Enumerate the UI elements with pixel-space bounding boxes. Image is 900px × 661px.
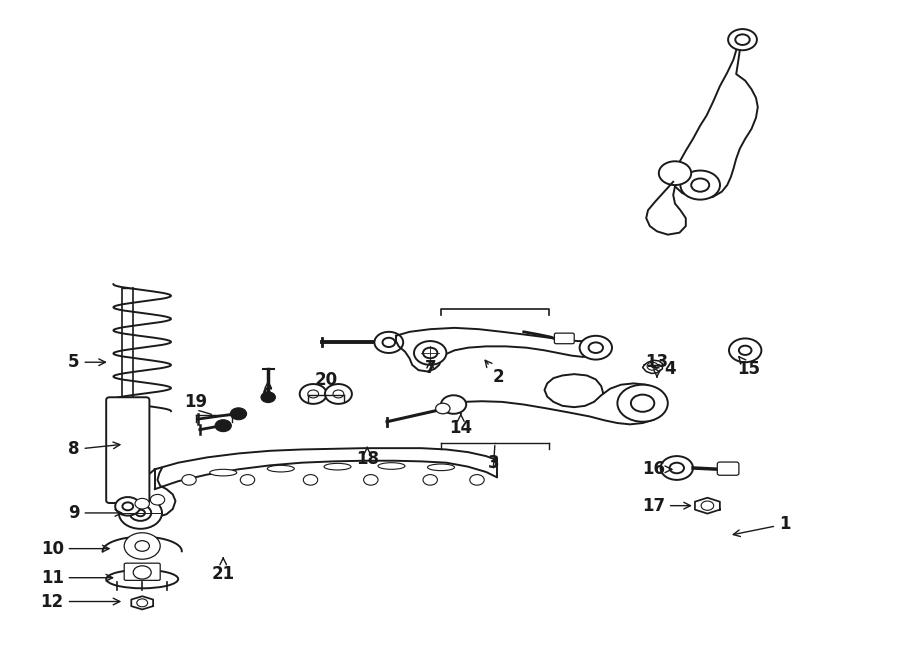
Polygon shape bbox=[443, 374, 666, 424]
Text: 18: 18 bbox=[356, 447, 379, 469]
Circle shape bbox=[423, 348, 437, 358]
Circle shape bbox=[182, 475, 196, 485]
Text: 20: 20 bbox=[314, 371, 338, 389]
Circle shape bbox=[137, 599, 148, 607]
Circle shape bbox=[670, 463, 684, 473]
Ellipse shape bbox=[378, 463, 405, 469]
Text: 19: 19 bbox=[184, 393, 208, 411]
Text: 1: 1 bbox=[734, 515, 790, 537]
FancyBboxPatch shape bbox=[717, 462, 739, 475]
Circle shape bbox=[382, 338, 395, 347]
Ellipse shape bbox=[267, 465, 294, 472]
Circle shape bbox=[728, 29, 757, 50]
Circle shape bbox=[135, 498, 149, 509]
Circle shape bbox=[729, 338, 761, 362]
Circle shape bbox=[119, 497, 162, 529]
Text: 13: 13 bbox=[645, 353, 669, 377]
Circle shape bbox=[325, 384, 352, 404]
Circle shape bbox=[691, 178, 709, 192]
Circle shape bbox=[580, 336, 612, 360]
Text: 3: 3 bbox=[488, 453, 499, 472]
Circle shape bbox=[300, 384, 327, 404]
Circle shape bbox=[659, 161, 691, 185]
Polygon shape bbox=[646, 182, 686, 235]
Text: 9: 9 bbox=[68, 504, 122, 522]
Circle shape bbox=[136, 510, 145, 516]
Text: 11: 11 bbox=[40, 568, 112, 587]
Ellipse shape bbox=[324, 463, 351, 470]
Circle shape bbox=[130, 505, 151, 521]
Circle shape bbox=[308, 390, 319, 398]
FancyBboxPatch shape bbox=[554, 333, 574, 344]
Polygon shape bbox=[673, 50, 758, 198]
Circle shape bbox=[215, 420, 231, 432]
Text: 12: 12 bbox=[40, 592, 120, 611]
Text: 21: 21 bbox=[212, 558, 235, 583]
Circle shape bbox=[739, 346, 752, 355]
Circle shape bbox=[150, 494, 165, 505]
Text: 5: 5 bbox=[68, 353, 105, 371]
Polygon shape bbox=[131, 596, 153, 609]
Circle shape bbox=[680, 171, 720, 200]
Circle shape bbox=[122, 502, 133, 510]
Polygon shape bbox=[643, 360, 662, 373]
Circle shape bbox=[115, 497, 140, 516]
Circle shape bbox=[364, 475, 378, 485]
Circle shape bbox=[661, 456, 693, 480]
Polygon shape bbox=[695, 498, 720, 514]
Circle shape bbox=[414, 341, 446, 365]
Circle shape bbox=[647, 362, 658, 370]
Text: 14: 14 bbox=[449, 414, 473, 438]
Text: 2: 2 bbox=[485, 360, 504, 386]
Text: 10: 10 bbox=[40, 539, 109, 558]
Circle shape bbox=[631, 395, 654, 412]
Circle shape bbox=[133, 566, 151, 579]
Text: 16: 16 bbox=[642, 460, 671, 479]
Ellipse shape bbox=[428, 464, 454, 471]
Circle shape bbox=[441, 395, 466, 414]
Circle shape bbox=[240, 475, 255, 485]
Polygon shape bbox=[155, 448, 497, 489]
Circle shape bbox=[303, 475, 318, 485]
Circle shape bbox=[374, 332, 403, 353]
Circle shape bbox=[589, 342, 603, 353]
Circle shape bbox=[261, 392, 275, 403]
Ellipse shape bbox=[106, 570, 178, 588]
Text: 17: 17 bbox=[642, 496, 690, 515]
Circle shape bbox=[701, 501, 714, 510]
Circle shape bbox=[735, 34, 750, 45]
Text: 15: 15 bbox=[737, 357, 760, 378]
Circle shape bbox=[230, 408, 247, 420]
Circle shape bbox=[617, 385, 668, 422]
Circle shape bbox=[124, 533, 160, 559]
Polygon shape bbox=[396, 328, 603, 371]
FancyBboxPatch shape bbox=[106, 397, 149, 503]
Circle shape bbox=[423, 475, 437, 485]
Circle shape bbox=[333, 390, 344, 398]
FancyBboxPatch shape bbox=[124, 563, 160, 580]
Text: 6: 6 bbox=[263, 381, 274, 405]
Text: 7: 7 bbox=[425, 358, 436, 377]
Polygon shape bbox=[122, 468, 176, 518]
Circle shape bbox=[470, 475, 484, 485]
Circle shape bbox=[135, 541, 149, 551]
Ellipse shape bbox=[210, 469, 237, 476]
Polygon shape bbox=[103, 537, 182, 551]
Text: 8: 8 bbox=[68, 440, 120, 459]
Circle shape bbox=[436, 403, 450, 414]
Text: 4: 4 bbox=[652, 360, 676, 378]
